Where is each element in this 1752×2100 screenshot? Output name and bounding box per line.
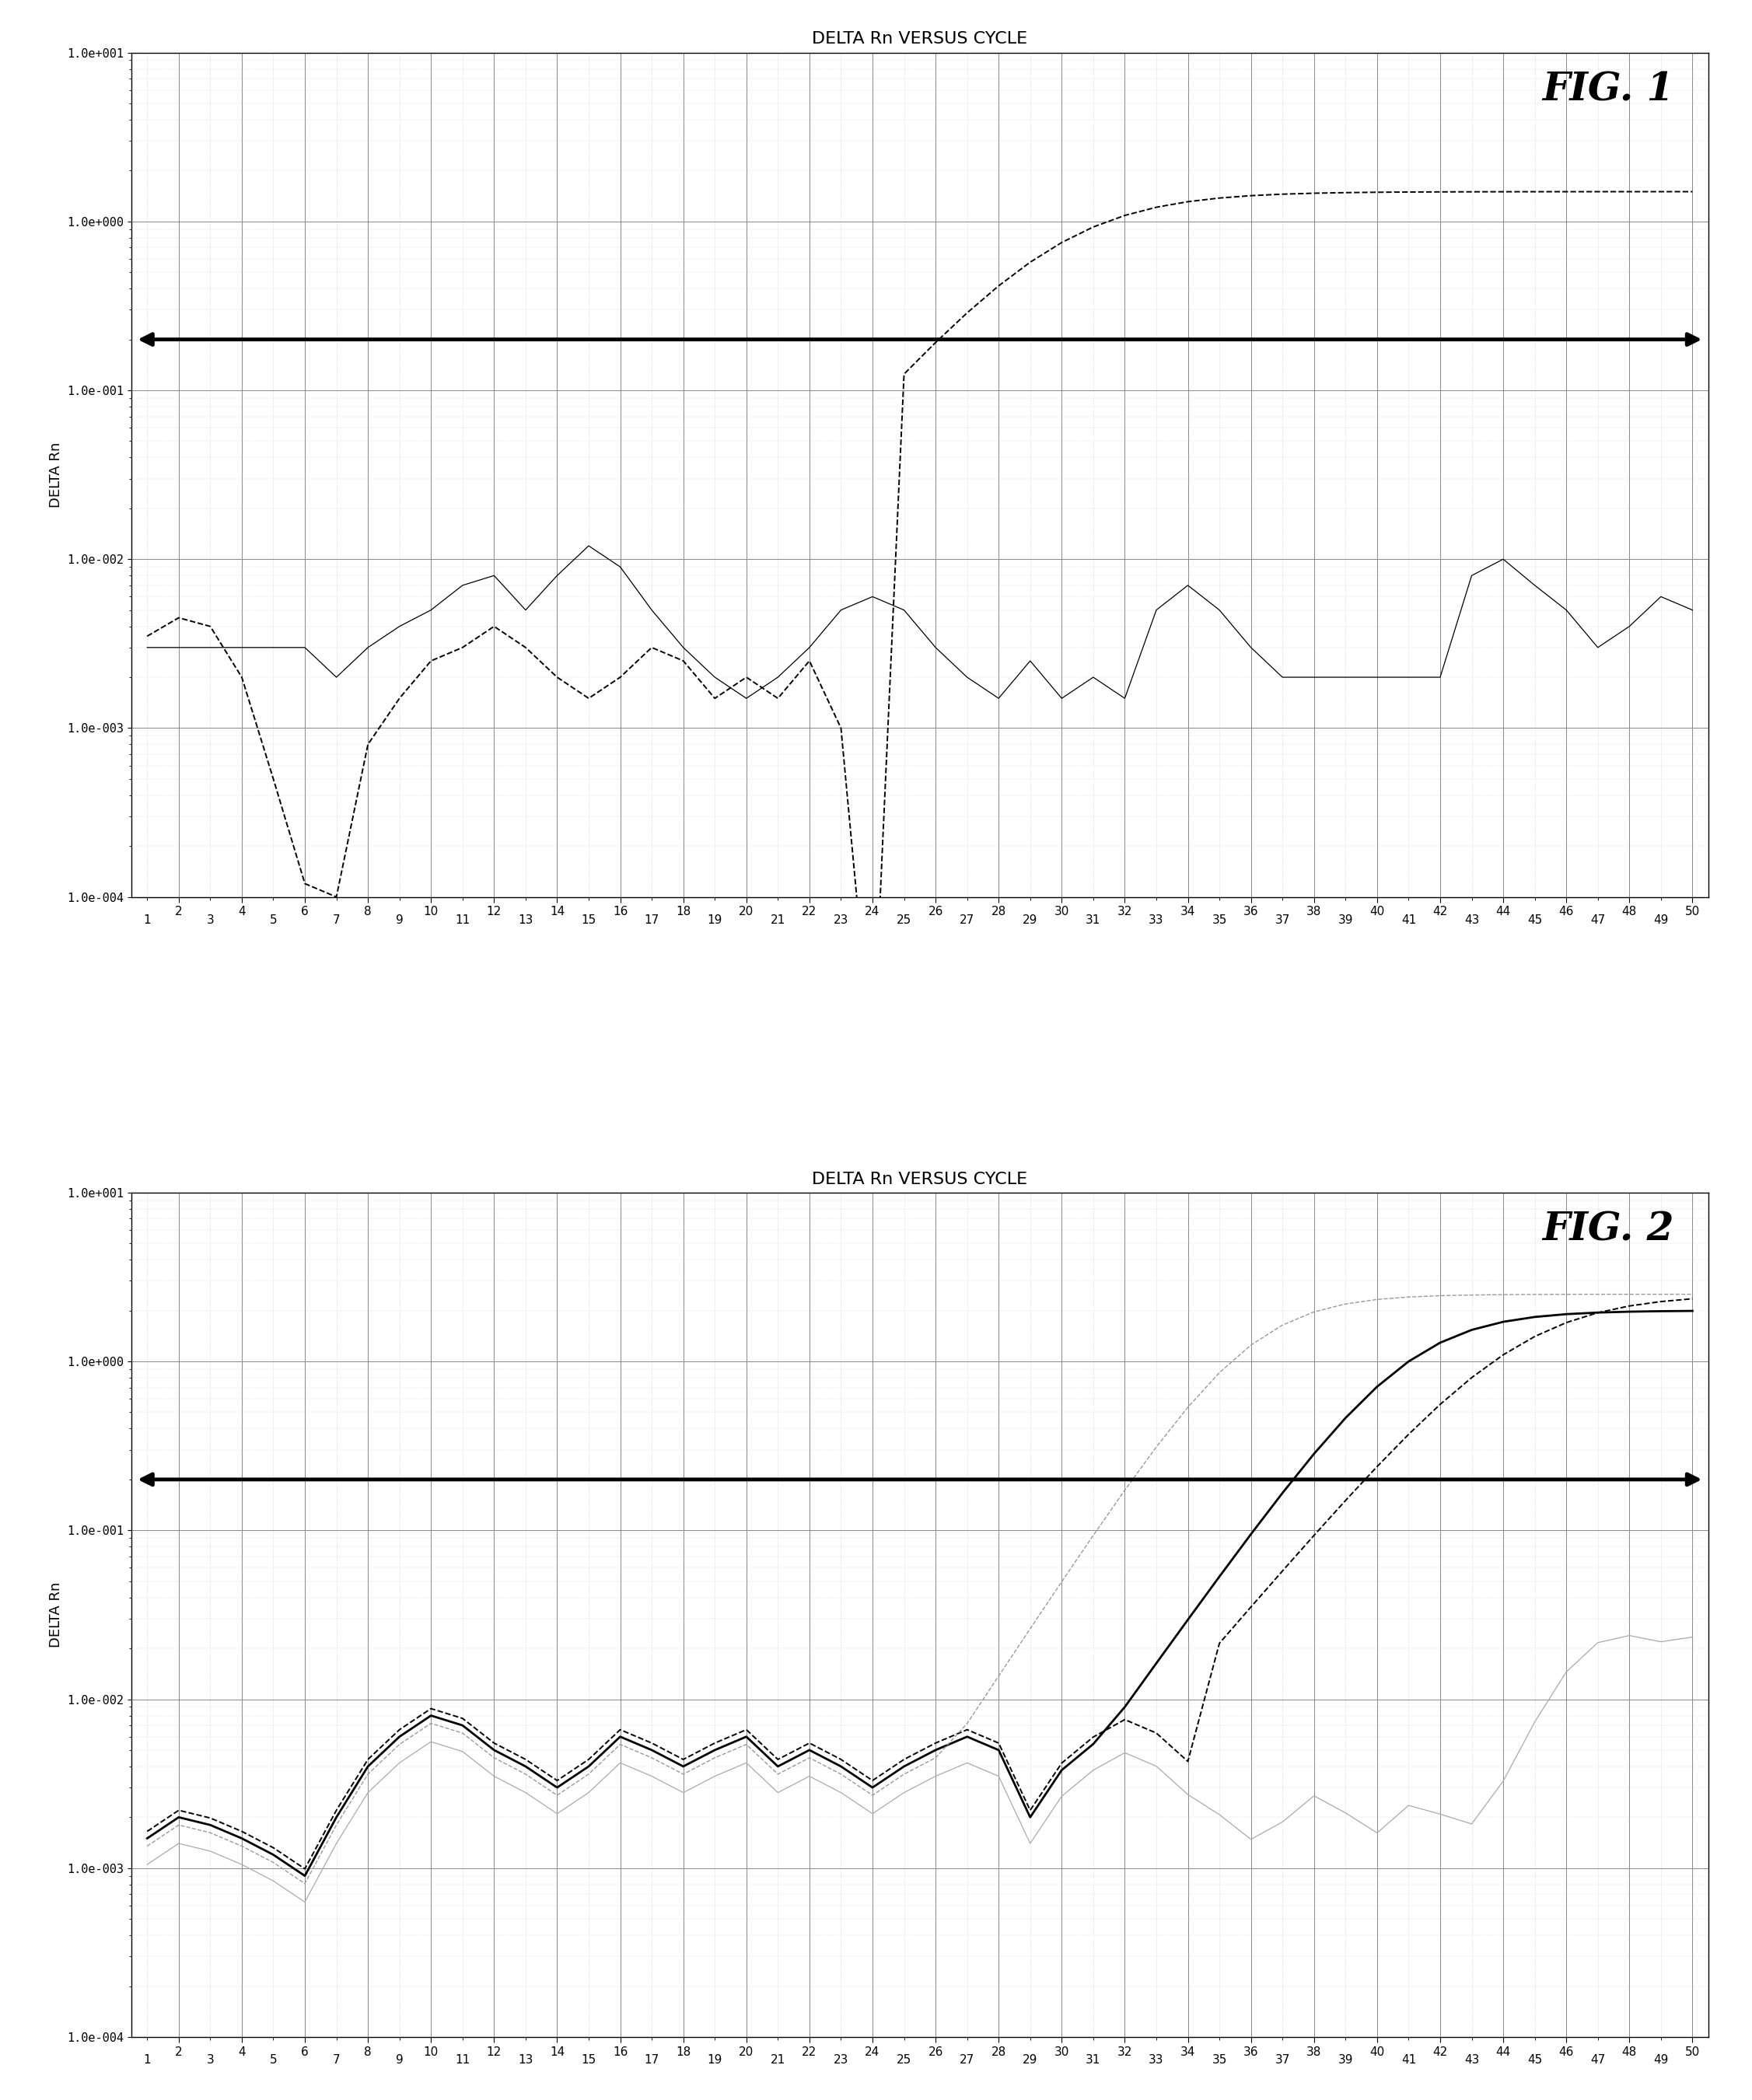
Text: 13: 13: [519, 913, 533, 926]
Text: 49: 49: [1654, 2054, 1668, 2066]
Text: 43: 43: [1465, 2054, 1479, 2066]
Text: 37: 37: [1275, 913, 1289, 926]
Text: 17: 17: [645, 2054, 659, 2066]
Text: FIG. 1: FIG. 1: [1542, 71, 1673, 109]
Text: 23: 23: [834, 913, 848, 926]
Text: 11: 11: [456, 913, 470, 926]
Text: 11: 11: [456, 2054, 470, 2066]
Text: 33: 33: [1149, 2054, 1163, 2066]
Text: 5: 5: [270, 913, 277, 926]
Text: 25: 25: [897, 913, 911, 926]
Text: 9: 9: [396, 2054, 403, 2066]
Text: 7: 7: [333, 913, 340, 926]
Text: 7: 7: [333, 2054, 340, 2066]
Text: 3: 3: [207, 2054, 214, 2066]
Text: 23: 23: [834, 2054, 848, 2066]
Text: 31: 31: [1086, 2054, 1100, 2066]
Text: 41: 41: [1402, 2054, 1416, 2066]
Text: 1: 1: [144, 2054, 151, 2066]
Title: DELTA Rn VERSUS CYCLE: DELTA Rn VERSUS CYCLE: [811, 1172, 1028, 1186]
Y-axis label: DELTA Rn: DELTA Rn: [49, 441, 63, 508]
Text: 43: 43: [1465, 913, 1479, 926]
Text: 19: 19: [708, 913, 722, 926]
Text: 19: 19: [708, 2054, 722, 2066]
Text: 21: 21: [771, 2054, 785, 2066]
Text: 37: 37: [1275, 2054, 1289, 2066]
Text: 29: 29: [1023, 913, 1037, 926]
Text: 5: 5: [270, 2054, 277, 2066]
Text: 47: 47: [1591, 2054, 1605, 2066]
Text: 45: 45: [1528, 2054, 1542, 2066]
Text: 25: 25: [897, 2054, 911, 2066]
Text: 3: 3: [207, 913, 214, 926]
Text: 39: 39: [1339, 913, 1353, 926]
Text: 49: 49: [1654, 913, 1668, 926]
Text: 21: 21: [771, 913, 785, 926]
Text: 47: 47: [1591, 913, 1605, 926]
Text: 15: 15: [582, 913, 596, 926]
Text: 27: 27: [960, 2054, 974, 2066]
Text: 35: 35: [1212, 2054, 1226, 2066]
Text: 17: 17: [645, 913, 659, 926]
Text: 33: 33: [1149, 913, 1163, 926]
Text: 39: 39: [1339, 2054, 1353, 2066]
Text: 35: 35: [1212, 913, 1226, 926]
Text: 1: 1: [144, 913, 151, 926]
Text: 15: 15: [582, 2054, 596, 2066]
Text: 27: 27: [960, 913, 974, 926]
Title: DELTA Rn VERSUS CYCLE: DELTA Rn VERSUS CYCLE: [811, 32, 1028, 46]
Text: 13: 13: [519, 2054, 533, 2066]
Text: 45: 45: [1528, 913, 1542, 926]
Text: 31: 31: [1086, 913, 1100, 926]
Y-axis label: DELTA Rn: DELTA Rn: [49, 1581, 63, 1649]
Text: 41: 41: [1402, 913, 1416, 926]
Text: FIG. 2: FIG. 2: [1542, 1212, 1673, 1249]
Text: 9: 9: [396, 913, 403, 926]
Text: 29: 29: [1023, 2054, 1037, 2066]
